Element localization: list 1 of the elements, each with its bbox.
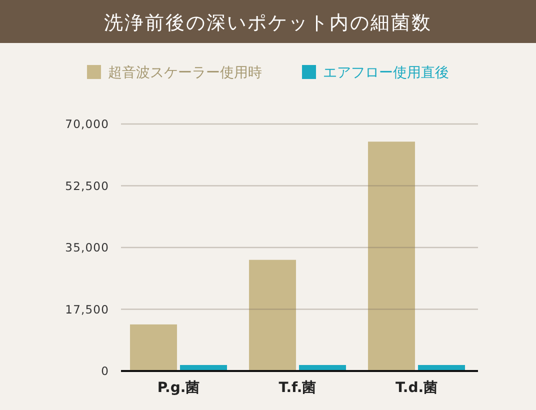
title: 洗浄前後の深いポケット内の細菌数 xyxy=(104,12,432,34)
